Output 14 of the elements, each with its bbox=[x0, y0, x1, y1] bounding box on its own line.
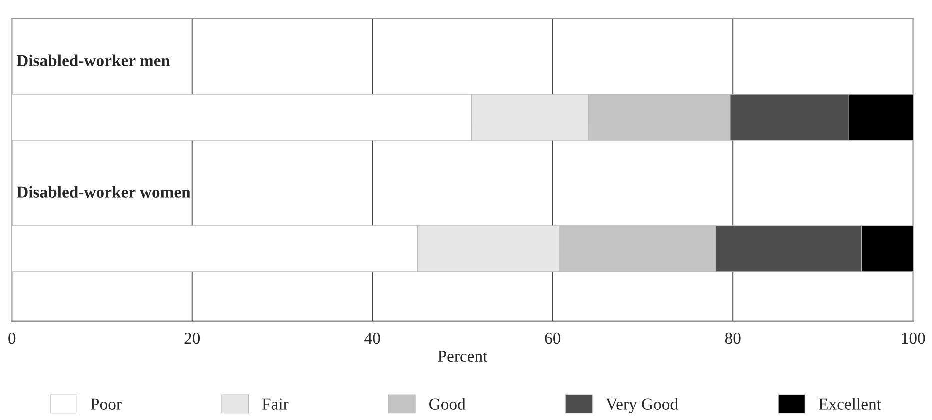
legend-label: Good bbox=[430, 398, 466, 410]
x-tick-label: 60 bbox=[545, 332, 561, 344]
x-tick-label: 0 bbox=[8, 332, 16, 344]
y-tick-label: Disabled-worker men bbox=[16, 54, 170, 66]
x-tick-label: 20 bbox=[184, 332, 200, 344]
x-axis-title: Percent bbox=[438, 350, 488, 362]
legend-label: Poor bbox=[90, 398, 122, 410]
x-tick-label: 80 bbox=[725, 332, 741, 344]
x-tick-label: 100 bbox=[902, 332, 926, 344]
y-tick-label: Disabled-worker women bbox=[16, 186, 191, 198]
x-tick-label: 40 bbox=[364, 332, 380, 344]
legend-label: Excellent bbox=[819, 398, 882, 410]
legend-label: Very Good bbox=[606, 398, 678, 414]
legend-label: Fair bbox=[262, 398, 289, 410]
